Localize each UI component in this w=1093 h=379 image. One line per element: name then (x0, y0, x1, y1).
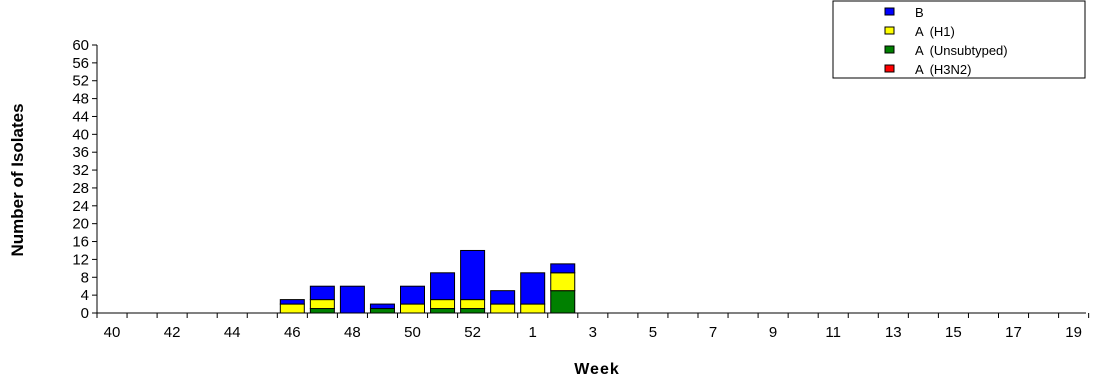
bar-segment (460, 299, 486, 310)
bar-segment (550, 263, 576, 274)
bar-segment (490, 303, 516, 314)
bar-segment (309, 308, 335, 314)
bar-segment (520, 303, 546, 314)
x-tick-label: 3 (589, 324, 597, 341)
x-tick-label: 42 (164, 324, 181, 341)
bar-segment (400, 285, 425, 305)
y-tick-label: 44 (72, 108, 89, 125)
bar-segment (550, 272, 576, 292)
legend: B A (H1) A (Unsubtyped) A (H3N2) (832, 0, 1086, 79)
bar-segment (520, 272, 546, 305)
bar-segment (490, 290, 516, 305)
legend-swatch (884, 7, 895, 16)
x-tick-label: 1 (529, 324, 537, 341)
y-tick-label: 16 (72, 234, 89, 251)
y-tick-label: 4 (81, 287, 89, 304)
y-tick-label: 20 (72, 216, 89, 233)
legend-label: A (H3N2) (915, 62, 971, 77)
y-tick-label: 48 (72, 91, 89, 108)
bars (279, 249, 576, 314)
y-tick-label: 8 (81, 269, 89, 286)
y-tick-label: 12 (72, 251, 89, 268)
legend-label: A (H1) (915, 24, 955, 39)
bar-segment (430, 308, 456, 314)
x-tick-label: 15 (945, 324, 962, 341)
legend-label: B (915, 5, 924, 20)
x-axis: 40 42 44 46 48 50 52 1 3 5 7 9 11 13 15 17 19 (96, 312, 1090, 341)
x-tick-label: 52 (464, 324, 481, 341)
bar-segment (460, 308, 486, 314)
x-tick-label: 13 (885, 324, 902, 341)
y-axis-label: Number of Isolates (8, 103, 27, 256)
y-tick-label: 60 (72, 37, 89, 54)
x-tick-label: 46 (284, 324, 301, 341)
y-tick-label: 0 (81, 305, 89, 322)
bar-segment (279, 299, 305, 305)
y-tick-label: 28 (72, 180, 89, 197)
x-axis-label: Week (574, 361, 620, 378)
legend-label: A (Unsubtyped) (915, 43, 1008, 58)
bar-segment (339, 285, 365, 314)
x-tick-label: 40 (104, 324, 121, 341)
y-tick-label: 40 (72, 126, 89, 143)
y-tick-label: 36 (72, 144, 89, 161)
bar-segment (279, 303, 305, 314)
legend-swatch (884, 45, 895, 54)
bar-segment (430, 299, 456, 310)
bar-segment (400, 303, 425, 314)
y-tick-label: 56 (72, 55, 89, 72)
bar-segment (309, 285, 335, 301)
bar-segment (550, 290, 576, 314)
bar-segment (369, 308, 395, 314)
bar-segment (460, 249, 486, 301)
y-tick-label: 24 (72, 198, 89, 215)
bar-segment (430, 272, 456, 301)
y-tick-label: 52 (72, 73, 89, 90)
legend-box (832, 0, 1086, 79)
x-tick-label: 5 (649, 324, 657, 341)
x-tick-label: 17 (1005, 324, 1022, 341)
y-tick-label: 32 (72, 162, 89, 179)
legend-swatch (884, 64, 895, 73)
bar-segment (369, 303, 395, 310)
bar-segment (309, 299, 335, 310)
x-tick-label: 9 (769, 324, 777, 341)
x-tick-label: 44 (224, 324, 241, 341)
x-tick-label: 50 (404, 324, 421, 341)
x-tick-label: 48 (344, 324, 361, 341)
x-tick-label: 19 (1065, 324, 1082, 341)
x-tick-label: 7 (709, 324, 717, 341)
legend-swatch (884, 26, 895, 35)
x-tick-label: 11 (825, 324, 841, 341)
